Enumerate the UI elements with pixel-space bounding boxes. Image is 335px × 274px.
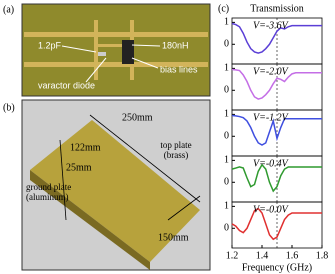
x-tick-label: 1.8: [316, 250, 329, 261]
annotation: V=-0.4V: [253, 158, 290, 169]
x-tick-label: 1.6: [286, 250, 299, 261]
series-line: [231, 68, 322, 100]
photo-label: 150mm: [158, 232, 189, 243]
photo-b: [21, 99, 211, 271]
annotation: V=-1.2V: [253, 112, 290, 123]
panel-label: (b): [3, 102, 15, 113]
photo-label: bias lines: [160, 64, 198, 74]
photo-label: 180nH: [162, 40, 189, 50]
photo-label: 122mm: [70, 142, 101, 153]
x-axis-label: Frequency (GHz): [242, 262, 312, 273]
y-tick-label: 1: [224, 109, 229, 120]
annotation: V=-3.6V: [253, 20, 290, 31]
x-tick-label: 1.4: [256, 250, 269, 261]
y-tick-label: 1: [224, 63, 229, 74]
x-tick-label: 1.2: [226, 250, 239, 261]
photo-label: 1.2pF: [38, 40, 62, 50]
y-tick-label: 0: [224, 131, 229, 142]
y-tick-label: 0: [224, 39, 229, 50]
photo-a: [21, 3, 211, 97]
y-tick-label: 0: [224, 85, 229, 96]
y-tick-label: 0: [224, 223, 229, 234]
y-tick-label: 1: [224, 155, 229, 166]
panel-label: (a): [3, 4, 14, 15]
y-tick-label: 1: [224, 201, 229, 212]
annotation: V=-2.0V: [253, 66, 290, 77]
chart-title: Transmission: [250, 3, 304, 14]
photo-label: (aluminum): [26, 192, 69, 202]
series-line: [231, 163, 322, 193]
series-line: [231, 207, 322, 241]
annotation: V=-0.0V: [253, 204, 290, 215]
photo-label: 25mm: [66, 162, 92, 173]
photo-label: 250mm: [122, 112, 153, 123]
series-line: [231, 114, 322, 146]
panel-label: (c): [218, 3, 229, 14]
photo-label: ground plate: [26, 182, 71, 192]
y-tick-label: 1: [224, 17, 229, 28]
photo-label: top plate: [160, 140, 191, 150]
y-tick-label: 0: [224, 177, 229, 188]
photo-label: varactor diode: [38, 80, 95, 90]
photo-label: (brass): [164, 150, 189, 160]
series-line: [231, 22, 322, 54]
